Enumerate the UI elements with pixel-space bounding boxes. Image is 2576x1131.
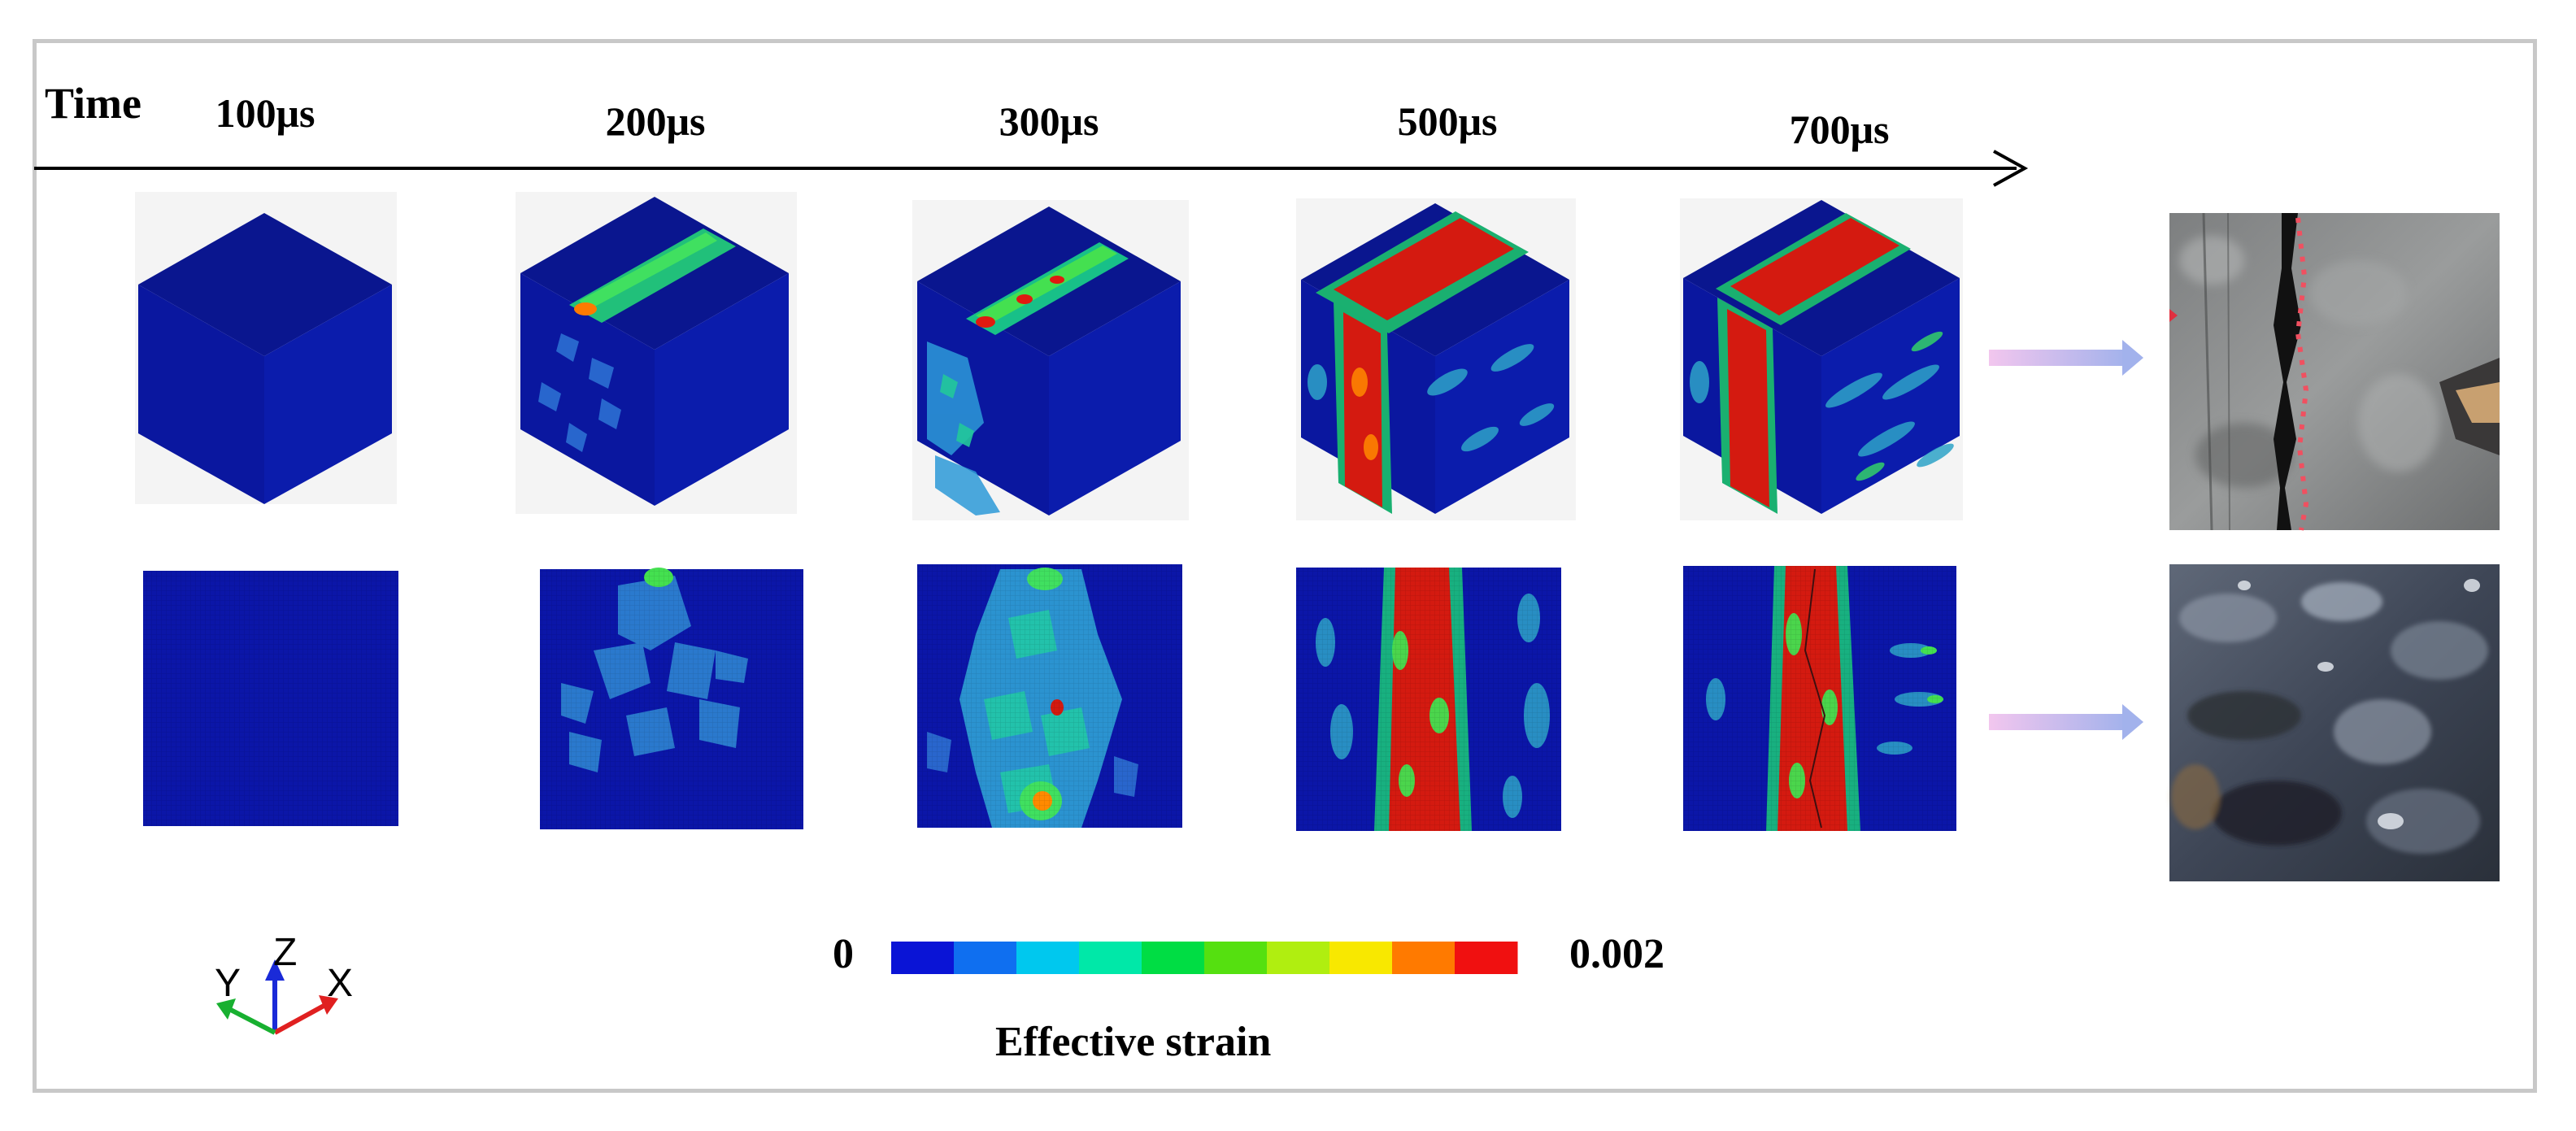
cube-200us [516, 192, 797, 514]
axis-label-z: Z [273, 931, 298, 974]
colorbar-segment [891, 942, 955, 974]
slice-200us [540, 568, 803, 829]
colorbar-segment [1455, 942, 1518, 974]
slice-500us [1296, 568, 1561, 831]
photo-fracture-surface [2169, 564, 2500, 881]
time-axis-label: Time [45, 79, 141, 128]
axis-label-x: X [327, 962, 354, 1005]
axis-triad [216, 959, 338, 1035]
colorbar-segment [1079, 942, 1142, 974]
slice-300us [917, 564, 1182, 828]
colorbar-title: Effective strain [995, 1019, 1272, 1065]
colorbar-segment [1204, 942, 1268, 974]
time-label-200: 200μs [605, 98, 706, 144]
time-label-100: 100μs [215, 90, 315, 136]
time-label-300: 300μs [999, 98, 1099, 144]
colorbar-segment [1016, 942, 1080, 974]
colorbar-segment [1329, 942, 1393, 974]
figure-frame [33, 39, 2537, 1093]
time-label-700: 700μs [1789, 107, 1890, 152]
colorbar-segment [954, 942, 1017, 974]
slice-700us [1683, 566, 1956, 831]
axis-label-y: Y [215, 962, 242, 1005]
arrow-to-photo-cube [1989, 340, 2143, 376]
colorbar-min-label: 0 [833, 931, 854, 977]
colorbar [891, 942, 1518, 974]
cube-300us [912, 200, 1189, 520]
colorbar-segment [1142, 942, 1205, 974]
colorbar-segment [1392, 942, 1456, 974]
cube-100us [135, 192, 397, 504]
timeline-arrow [34, 150, 2029, 187]
colorbar-max-label: 0.002 [1569, 931, 1664, 977]
photo-fractured-specimen-side [2169, 212, 2500, 531]
colorbar-segment [1267, 942, 1330, 974]
cube-500us [1296, 198, 1576, 520]
arrow-to-photo-slice [1989, 704, 2143, 740]
slice-100us [143, 571, 398, 826]
time-label-500: 500μs [1397, 98, 1498, 144]
cube-700us [1680, 198, 1963, 520]
